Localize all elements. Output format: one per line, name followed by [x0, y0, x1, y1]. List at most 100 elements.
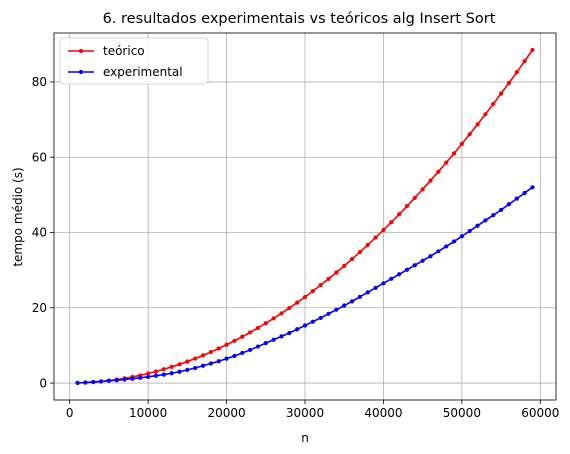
data-point	[271, 316, 276, 321]
y-tick-label: 60	[32, 150, 47, 164]
data-point	[444, 244, 449, 249]
x-axis-ticks: 0 10000 20000 30000 40000 50000 60000	[66, 400, 559, 420]
data-point	[98, 379, 104, 384]
data-point	[295, 327, 300, 332]
data-point	[436, 169, 441, 174]
data-point	[271, 337, 276, 342]
x-tick-label: 30000	[286, 406, 324, 420]
data-point	[467, 228, 472, 234]
y-tick-label: 80	[32, 75, 47, 89]
data-point	[498, 207, 504, 213]
data-point	[310, 319, 315, 324]
data-point	[208, 361, 213, 366]
data-point	[342, 263, 347, 268]
data-point	[522, 190, 527, 196]
data-point	[114, 378, 119, 383]
data-point	[491, 101, 496, 107]
data-point	[279, 334, 284, 339]
data-point	[208, 349, 213, 355]
y-axis-ticks: 0 20 40 60 80	[32, 75, 54, 390]
data-point	[357, 249, 363, 255]
data-point	[153, 369, 159, 374]
data-point	[255, 325, 261, 331]
data-point	[498, 91, 504, 96]
data-point	[506, 80, 512, 86]
legend-label: teórico	[103, 44, 145, 58]
data-point	[169, 364, 174, 369]
data-point	[295, 300, 300, 305]
data-point	[91, 379, 96, 385]
data-point	[161, 367, 166, 372]
data-point	[216, 359, 221, 364]
data-point	[326, 276, 331, 281]
data-point	[255, 344, 261, 349]
legend: teórico experimental	[59, 37, 209, 85]
data-point	[467, 132, 472, 137]
data-point	[412, 263, 417, 268]
legend-label: experimental	[103, 65, 183, 79]
data-point	[200, 363, 206, 368]
data-point	[326, 311, 331, 316]
data-point	[146, 374, 151, 379]
data-point	[514, 196, 519, 201]
data-point	[436, 249, 441, 254]
data-point	[177, 362, 182, 367]
data-point	[138, 375, 143, 380]
data-point	[232, 353, 237, 359]
data-point	[444, 160, 449, 165]
data-point	[459, 234, 464, 239]
y-axis-label: tempo médio (s)	[11, 167, 25, 266]
data-point	[349, 256, 355, 262]
data-point	[224, 342, 229, 347]
data-point	[349, 299, 355, 304]
data-point	[420, 258, 425, 263]
data-point	[373, 285, 378, 290]
data-point	[412, 195, 417, 200]
data-point	[451, 239, 457, 244]
data-point	[404, 204, 410, 209]
data-point	[404, 267, 410, 272]
data-point	[75, 380, 80, 385]
data-point	[530, 185, 535, 190]
data-point	[373, 235, 378, 240]
y-tick-label: 20	[32, 301, 47, 315]
data-point	[318, 315, 323, 321]
data-point	[130, 376, 135, 381]
data-point	[475, 122, 480, 127]
series-layer	[75, 47, 535, 386]
x-tick-label: 40000	[364, 406, 402, 420]
data-point	[200, 353, 206, 358]
x-tick-label: 10000	[129, 406, 167, 420]
data-point	[310, 289, 315, 294]
data-point	[302, 294, 308, 300]
data-point	[318, 282, 323, 288]
data-point	[381, 281, 386, 286]
chart-title: 6. resultados experimentais vs teóricos …	[103, 11, 496, 27]
data-point	[263, 341, 268, 346]
data-point	[334, 307, 339, 312]
data-point	[177, 369, 182, 374]
data-point	[483, 112, 488, 117]
data-point	[279, 311, 284, 316]
data-point	[428, 178, 433, 183]
data-point	[514, 70, 519, 75]
data-point	[397, 212, 402, 217]
data-point	[106, 378, 112, 383]
legend-marker	[78, 48, 84, 54]
data-point	[240, 334, 245, 339]
data-point	[153, 373, 159, 378]
series-1	[75, 185, 535, 385]
data-point	[357, 294, 363, 299]
grid-lines	[54, 33, 556, 400]
data-point	[240, 350, 245, 356]
legend-box	[59, 37, 209, 85]
data-point	[365, 242, 370, 248]
data-point	[247, 330, 253, 335]
data-point	[522, 59, 527, 64]
y-tick-label: 0	[39, 376, 47, 390]
data-point	[146, 371, 151, 376]
x-tick-label: 50000	[443, 406, 481, 420]
data-point	[428, 254, 433, 259]
x-tick-label: 60000	[521, 406, 559, 420]
data-point	[232, 338, 237, 343]
